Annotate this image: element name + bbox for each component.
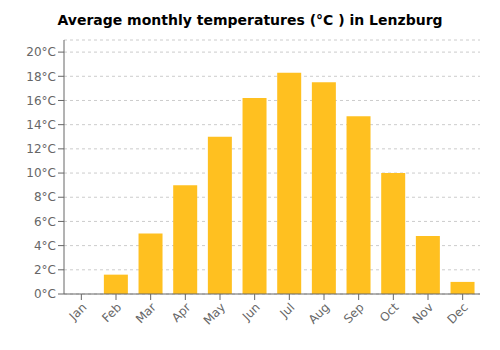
svg-text:10°C: 10°C (26, 166, 56, 180)
svg-text:12°C: 12°C (26, 142, 56, 156)
svg-text:Jul: Jul (277, 300, 298, 321)
svg-text:14°C: 14°C (26, 118, 56, 132)
svg-text:Apr: Apr (169, 300, 194, 325)
svg-text:Jun: Jun (239, 300, 263, 324)
svg-text:May: May (201, 300, 228, 327)
svg-text:Nov: Nov (410, 300, 436, 326)
svg-text:Oct: Oct (377, 300, 402, 325)
svg-text:4°C: 4°C (34, 239, 56, 253)
svg-text:20°C: 20°C (26, 45, 56, 59)
svg-text:0°C: 0°C (34, 287, 56, 301)
svg-text:18°C: 18°C (26, 70, 56, 84)
svg-text:Aug: Aug (306, 300, 332, 326)
svg-text:8°C: 8°C (34, 190, 56, 204)
svg-text:Jan: Jan (66, 300, 90, 324)
svg-text:16°C: 16°C (26, 94, 56, 108)
svg-text:Dec: Dec (444, 300, 470, 326)
svg-text:Mar: Mar (133, 300, 159, 326)
svg-text:2°C: 2°C (34, 263, 56, 277)
svg-text:Sep: Sep (341, 300, 367, 326)
html-text:Average monthly temperatures (: Average monthly temperatures (°C ) in Le… (57, 12, 443, 28)
svg-text:6°C: 6°C (34, 215, 56, 229)
svg-text:Feb: Feb (99, 300, 124, 325)
